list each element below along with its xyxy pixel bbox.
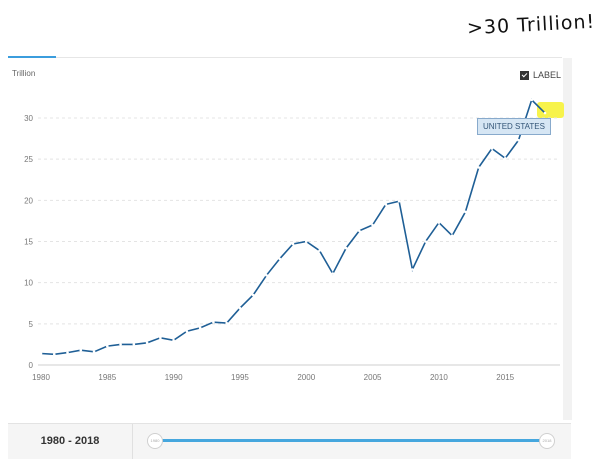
- data-point-1990: [172, 339, 175, 342]
- label-toggle-text: LABEL: [533, 70, 562, 80]
- data-point-2001: [318, 249, 321, 252]
- data-point-1981: [52, 352, 56, 356]
- x-tick-label-7: 2015: [496, 373, 514, 382]
- data-point-2012: [464, 210, 467, 214]
- data-point-1992: [198, 326, 202, 330]
- data-point-1991: [185, 329, 189, 333]
- y-tick-label-3: 15: [24, 238, 33, 247]
- grid-lines: [38, 117, 560, 366]
- y-tick-labels: 0 5 10 15 20 25 30: [24, 114, 33, 370]
- data-point-1988: [145, 341, 149, 345]
- range-label: 1980 - 2018: [8, 424, 133, 459]
- data-point-1997: [265, 273, 268, 277]
- x-tick-labels: 1980 1985 1990 1995 2000 2005 2010 2015: [32, 373, 515, 382]
- series-tooltip: UNITED STATES: [477, 118, 551, 135]
- x-tick-label-3: 1995: [231, 373, 249, 382]
- y-unit-label: Trillion: [12, 69, 35, 78]
- data-point-1993: [212, 320, 215, 324]
- y-tick-label-0: 0: [29, 361, 34, 370]
- data-point-2010: [437, 221, 441, 224]
- scrollbar-track[interactable]: [563, 58, 572, 420]
- data-point-2002: [331, 272, 335, 275]
- data-point-2013: [477, 166, 480, 169]
- data-point-2016: [517, 138, 520, 142]
- slider-start-handle[interactable]: 1980: [147, 433, 163, 449]
- data-point-1999: [291, 242, 295, 246]
- y-tick-label-1: 5: [29, 320, 34, 329]
- data-point-2008: [411, 268, 414, 271]
- series-line-united-states: [40, 98, 546, 356]
- data-point-1995: [238, 306, 242, 310]
- data-point-2009: [424, 240, 427, 243]
- label-toggle[interactable]: LABEL: [520, 70, 561, 80]
- y-tick-label-5: 25: [24, 155, 33, 164]
- data-point-2005: [371, 223, 374, 227]
- y-tick-label-6: 30: [24, 114, 33, 123]
- data-point-1982: [66, 351, 69, 354]
- data-point-1985: [106, 344, 109, 348]
- x-tick-label-1: 1985: [98, 373, 116, 382]
- data-point-1987: [132, 343, 136, 346]
- data-point-2007: [397, 199, 401, 203]
- tab-active-indicator: [8, 56, 56, 58]
- data-points: [39, 98, 547, 356]
- data-point-1984: [92, 350, 96, 354]
- data-point-2018: [543, 111, 547, 115]
- label-checkbox[interactable]: [520, 70, 529, 80]
- highlight-marker: [537, 102, 564, 118]
- y-tick-label-2: 10: [24, 279, 33, 288]
- data-point-2015: [503, 157, 507, 160]
- data-point-2006: [384, 203, 388, 206]
- tab-divider: [56, 57, 562, 58]
- x-tick-label-0: 1980: [32, 373, 50, 382]
- data-point-2017: [530, 98, 534, 102]
- slider-end-handle[interactable]: 2018: [539, 433, 555, 449]
- x-tick-label-4: 2000: [297, 373, 315, 382]
- x-tick-label-6: 2010: [430, 373, 448, 382]
- data-point-2014: [490, 147, 494, 150]
- data-point-2004: [358, 229, 361, 233]
- x-tick-label-2: 1990: [165, 373, 183, 382]
- data-point-1996: [251, 293, 255, 297]
- data-point-1983: [79, 348, 83, 352]
- x-tick-label-5: 2005: [364, 373, 382, 382]
- data-point-1994: [225, 321, 228, 325]
- data-point-1986: [119, 343, 122, 346]
- time-slider-track[interactable]: [161, 439, 553, 442]
- y-tick-label-4: 20: [24, 196, 33, 205]
- data-point-2003: [344, 246, 348, 250]
- data-point-2011: [450, 234, 454, 238]
- data-point-1998: [278, 257, 282, 261]
- data-point-2000: [304, 240, 308, 243]
- data-point-1980: [39, 352, 43, 355]
- data-point-1989: [159, 336, 162, 340]
- time-range-footer: 1980 - 2018 1980 2018: [8, 423, 571, 459]
